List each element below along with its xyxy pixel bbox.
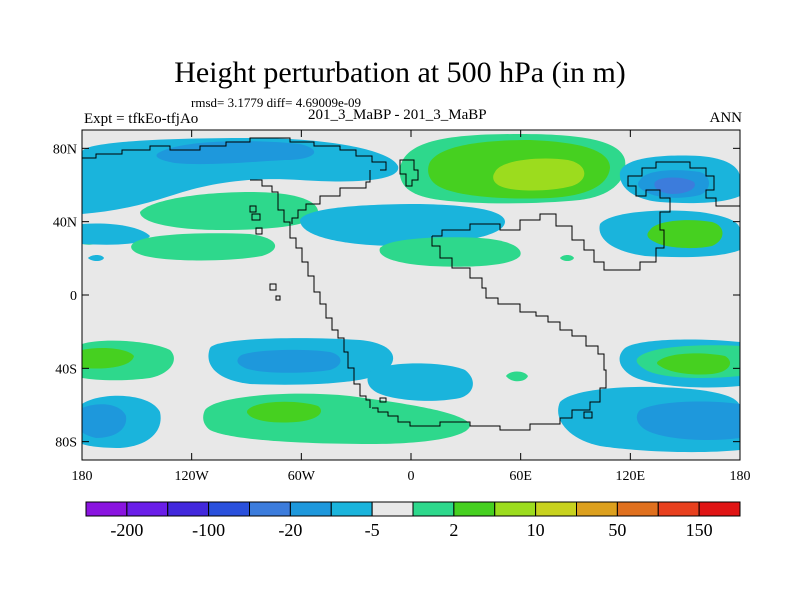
colorbar-label: -5 (365, 520, 380, 540)
contour-region-light-blue (82, 223, 150, 245)
colorbar-swatch (249, 501, 291, 517)
experiment-label: Expt = tfkEo-tfjAo (84, 111, 199, 127)
contour-region-bright-green (647, 220, 723, 249)
contour-region-green (131, 233, 276, 261)
contour-region-blue (654, 177, 695, 194)
colorbar-swatch (371, 501, 414, 517)
contour-fields (82, 134, 740, 453)
colorbar-swatch (208, 501, 250, 517)
colorbar-swatch (330, 501, 373, 517)
coastline-island-7 (379, 397, 387, 403)
colorbar-swatch (576, 501, 618, 517)
colorbar-swatch (657, 501, 700, 517)
colorbar-swatch (453, 501, 496, 517)
contour-region-blue (156, 141, 315, 165)
y-tick-label: 0 (70, 289, 77, 304)
colorbar-swatch (535, 501, 577, 517)
x-tick-label: 180 (730, 469, 751, 484)
colorbar-label: -20 (278, 520, 302, 540)
x-tick-label: 60E (509, 469, 532, 484)
y-tick-label: 40S (55, 362, 77, 377)
colorbar: -200 -100 -20 -5 2 10 50 150 (85, 501, 741, 540)
contour-region-bright-green (82, 348, 134, 369)
colorbar-label: 2 (449, 520, 458, 540)
coastline-south-tip (372, 236, 607, 431)
x-tick-label: 120E (616, 469, 646, 484)
colorbar-label: 50 (608, 520, 626, 540)
x-axis: 180 120W 60W 0 60E 120E 180 (72, 130, 751, 484)
coastline-island-1 (249, 205, 257, 213)
season-label: ANN (709, 110, 743, 126)
x-tick-label: 120W (175, 469, 210, 484)
colorbar-swatch (85, 501, 128, 517)
contour-region-green (379, 237, 521, 267)
coastline-island-5 (275, 295, 281, 301)
contour-region-light-blue (88, 255, 104, 261)
coastline (82, 137, 740, 431)
contour-region-bright-green (246, 401, 322, 423)
contour-region-blue (237, 349, 341, 373)
colorbar-label: -100 (192, 520, 225, 540)
colorbar-swatch (412, 501, 455, 517)
colorbar-label: -200 (110, 520, 143, 540)
contour-region-light-blue (300, 204, 505, 246)
coastline-island-6 (583, 411, 593, 419)
case-label: 201_3_MaBP - 201_3_MaBP (308, 107, 487, 123)
stats-text: rmsd= 3.1779 diff= 4.69009e-09 (191, 95, 362, 110)
y-axis: 80N 40N 0 40S 80S (53, 142, 740, 451)
contour-region-yellow-green (493, 158, 585, 191)
colorbar-swatch (126, 501, 169, 517)
contour-region-light-blue (367, 363, 473, 401)
contour-region-blue (82, 404, 127, 438)
x-tick-label: 60W (288, 469, 316, 484)
coastline-island-3 (255, 227, 263, 235)
colorbar-label: 10 (527, 520, 545, 540)
x-tick-label: 180 (72, 469, 93, 484)
x-tick-label: 0 (408, 469, 415, 484)
colorbar-swatch (616, 501, 659, 517)
contour-region-blue (636, 401, 740, 440)
coastline-island-2 (251, 213, 261, 221)
contour-region-green (506, 371, 528, 382)
contour-region-green (560, 255, 574, 261)
coastline-americas-north (82, 137, 387, 171)
coastline-americas-west (250, 179, 371, 408)
coastline-eurasia-south (432, 161, 740, 271)
colorbar-swatch (289, 501, 332, 517)
contour-region-green (140, 192, 319, 230)
colorbar-label: 150 (686, 520, 713, 540)
colorbar-swatch (167, 501, 210, 517)
coastline-greenland (399, 159, 419, 187)
colorbar-swatch (494, 501, 537, 517)
y-tick-label: 80S (55, 436, 77, 451)
coastline-island-4 (269, 283, 277, 291)
y-tick-label: 80N (53, 142, 77, 157)
contour-region-bright-green (657, 353, 731, 375)
coastline-americas-east (291, 170, 371, 224)
colorbar-swatch (698, 501, 741, 517)
y-tick-label: 40N (53, 216, 77, 231)
plot-title: Height perturbation at 500 hPa (in m) (174, 56, 626, 89)
